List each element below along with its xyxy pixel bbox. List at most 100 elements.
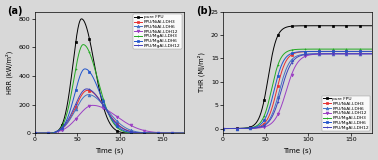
FPU/NiAl-LDH6	[221, 128, 225, 129]
FPU/MgAl-LDH6	[309, 51, 313, 52]
FPU/NiAl-LDH6	[333, 53, 338, 55]
FPU/NiAl-LDH6	[132, 130, 137, 132]
FPU/NiAl-LDH12	[370, 53, 375, 55]
Line: FPU/MgAl-LDH12: FPU/MgAl-LDH12	[222, 52, 374, 130]
FPU/MgAl-LDH12	[132, 131, 137, 133]
FPU/NiAl-LDH12	[333, 53, 338, 55]
FPU/MgAl-LDH12	[333, 53, 338, 55]
Text: (b): (b)	[196, 6, 212, 16]
FPU/NiAl-LDH12	[132, 126, 137, 128]
FPU/MgAl-LDH6	[259, 123, 264, 125]
FPU/NiAl-LDH12	[309, 54, 313, 56]
pure FPU	[288, 25, 293, 27]
FPU/NiAl-LDH3	[100, 103, 105, 105]
FPU/NiAl-LDH3	[309, 51, 313, 52]
FPU/MgAl-LDH6	[221, 128, 225, 129]
FPU/NiAl-LDH6	[321, 53, 325, 55]
FPU/NiAl-LDH12	[121, 120, 125, 122]
FPU/MgAl-LDH6	[32, 132, 37, 134]
FPU/NiAl-LDH12	[247, 128, 252, 129]
FPU/NiAl-LDH3	[59, 129, 63, 131]
FPU/NiAl-LDH3	[259, 125, 264, 127]
Line: FPU/NiAl-LDH3: FPU/NiAl-LDH3	[33, 89, 185, 135]
FPU/NiAl-LDH3	[221, 128, 225, 129]
FPU/MgAl-LDH6	[83, 68, 87, 70]
FPU/NiAl-LDH3	[132, 131, 137, 133]
pure FPU	[321, 25, 325, 27]
Line: FPU/MgAl-LDH6: FPU/MgAl-LDH6	[33, 68, 185, 135]
FPU/MgAl-LDH3	[32, 132, 37, 134]
FPU/NiAl-LDH12	[145, 130, 150, 132]
pure FPU	[32, 132, 37, 134]
FPU/MgAl-LDH6	[121, 129, 125, 131]
FPU/NiAl-LDH6	[370, 53, 375, 55]
pure FPU	[121, 132, 125, 134]
FPU/MgAl-LDH3	[145, 132, 150, 134]
FPU/NiAl-LDH6	[32, 132, 37, 134]
FPU/MgAl-LDH12	[321, 53, 325, 55]
Legend: pure FPU, FPU/NiAl-LDH3, FPU/NiAl-LDH6, FPU/NiAl-LDH12, FPU/MgAl-LDH3, FPU/MgAl-: pure FPU, FPU/NiAl-LDH3, FPU/NiAl-LDH6, …	[322, 96, 370, 131]
FPU/MgAl-LDH6	[247, 127, 252, 129]
FPU/MgAl-LDH12	[182, 132, 186, 134]
FPU/NiAl-LDH6	[100, 103, 105, 105]
FPU/NiAl-LDH6	[145, 132, 150, 134]
FPU/NiAl-LDH6	[259, 126, 264, 128]
FPU/NiAl-LDH12	[221, 128, 225, 129]
FPU/MgAl-LDH12	[247, 127, 252, 129]
FPU/NiAl-LDH12	[259, 127, 264, 128]
Line: FPU/MgAl-LDH6: FPU/MgAl-LDH6	[222, 50, 374, 130]
pure FPU	[59, 126, 63, 128]
Text: (a): (a)	[8, 6, 23, 16]
FPU/NiAl-LDH12	[90, 104, 95, 106]
FPU/MgAl-LDH3	[221, 128, 225, 129]
FPU/NiAl-LDH6	[288, 60, 293, 62]
pure FPU	[309, 25, 313, 27]
pure FPU	[247, 126, 252, 128]
FPU/MgAl-LDH12	[221, 128, 225, 129]
FPU/NiAl-LDH12	[59, 130, 63, 132]
FPU/MgAl-LDH3	[132, 132, 137, 134]
FPU/NiAl-LDH3	[321, 51, 325, 52]
FPU/MgAl-LDH6	[333, 50, 338, 52]
FPU/NiAl-LDH3	[145, 132, 150, 134]
pure FPU	[259, 110, 264, 112]
FPU/MgAl-LDH12	[145, 132, 150, 134]
pure FPU	[79, 18, 84, 20]
pure FPU	[370, 25, 375, 27]
FPU/MgAl-LDH6	[182, 132, 186, 134]
FPU/MgAl-LDH12	[100, 103, 105, 105]
FPU/MgAl-LDH3	[259, 120, 264, 122]
pure FPU	[71, 63, 75, 65]
FPU/NiAl-LDH3	[182, 132, 186, 134]
FPU/MgAl-LDH6	[370, 50, 375, 52]
Legend: pure FPU, FPU/NiAl-LDH3, FPU/NiAl-LDH6, FPU/NiAl-LDH12, FPU/MgAl-LDH3, FPU/MgAl-: pure FPU, FPU/NiAl-LDH3, FPU/NiAl-LDH6, …	[133, 14, 182, 49]
FPU/NiAl-LDH12	[71, 121, 75, 123]
FPU/MgAl-LDH3	[333, 48, 338, 50]
FPU/MgAl-LDH3	[81, 44, 85, 46]
FPU/MgAl-LDH12	[309, 53, 313, 55]
FPU/MgAl-LDH12	[370, 53, 375, 55]
FPU/NiAl-LDH12	[182, 132, 186, 134]
FPU/NiAl-LDH6	[71, 113, 75, 115]
Line: FPU/NiAl-LDH3: FPU/NiAl-LDH3	[222, 50, 374, 130]
FPU/NiAl-LDH6	[309, 53, 313, 55]
FPU/MgAl-LDH6	[100, 99, 105, 100]
FPU/MgAl-LDH3	[182, 132, 186, 134]
pure FPU	[145, 132, 150, 134]
FPU/MgAl-LDH3	[288, 49, 293, 51]
FPU/MgAl-LDH12	[288, 64, 293, 65]
FPU/MgAl-LDH3	[309, 48, 313, 50]
Line: pure FPU: pure FPU	[222, 24, 374, 130]
Line: FPU/NiAl-LDH6: FPU/NiAl-LDH6	[222, 52, 374, 130]
FPU/MgAl-LDH12	[259, 126, 264, 128]
FPU/MgAl-LDH3	[247, 127, 252, 129]
FPU/NiAl-LDH3	[288, 54, 293, 56]
FPU/MgAl-LDH6	[145, 132, 150, 134]
pure FPU	[132, 132, 137, 134]
FPU/NiAl-LDH12	[32, 132, 37, 134]
Line: FPU/NiAl-LDH6: FPU/NiAl-LDH6	[33, 93, 185, 135]
FPU/NiAl-LDH6	[247, 127, 252, 129]
FPU/NiAl-LDH6	[121, 125, 125, 127]
Y-axis label: HRR (kW/m²): HRR (kW/m²)	[6, 51, 13, 94]
FPU/NiAl-LDH3	[370, 50, 375, 52]
